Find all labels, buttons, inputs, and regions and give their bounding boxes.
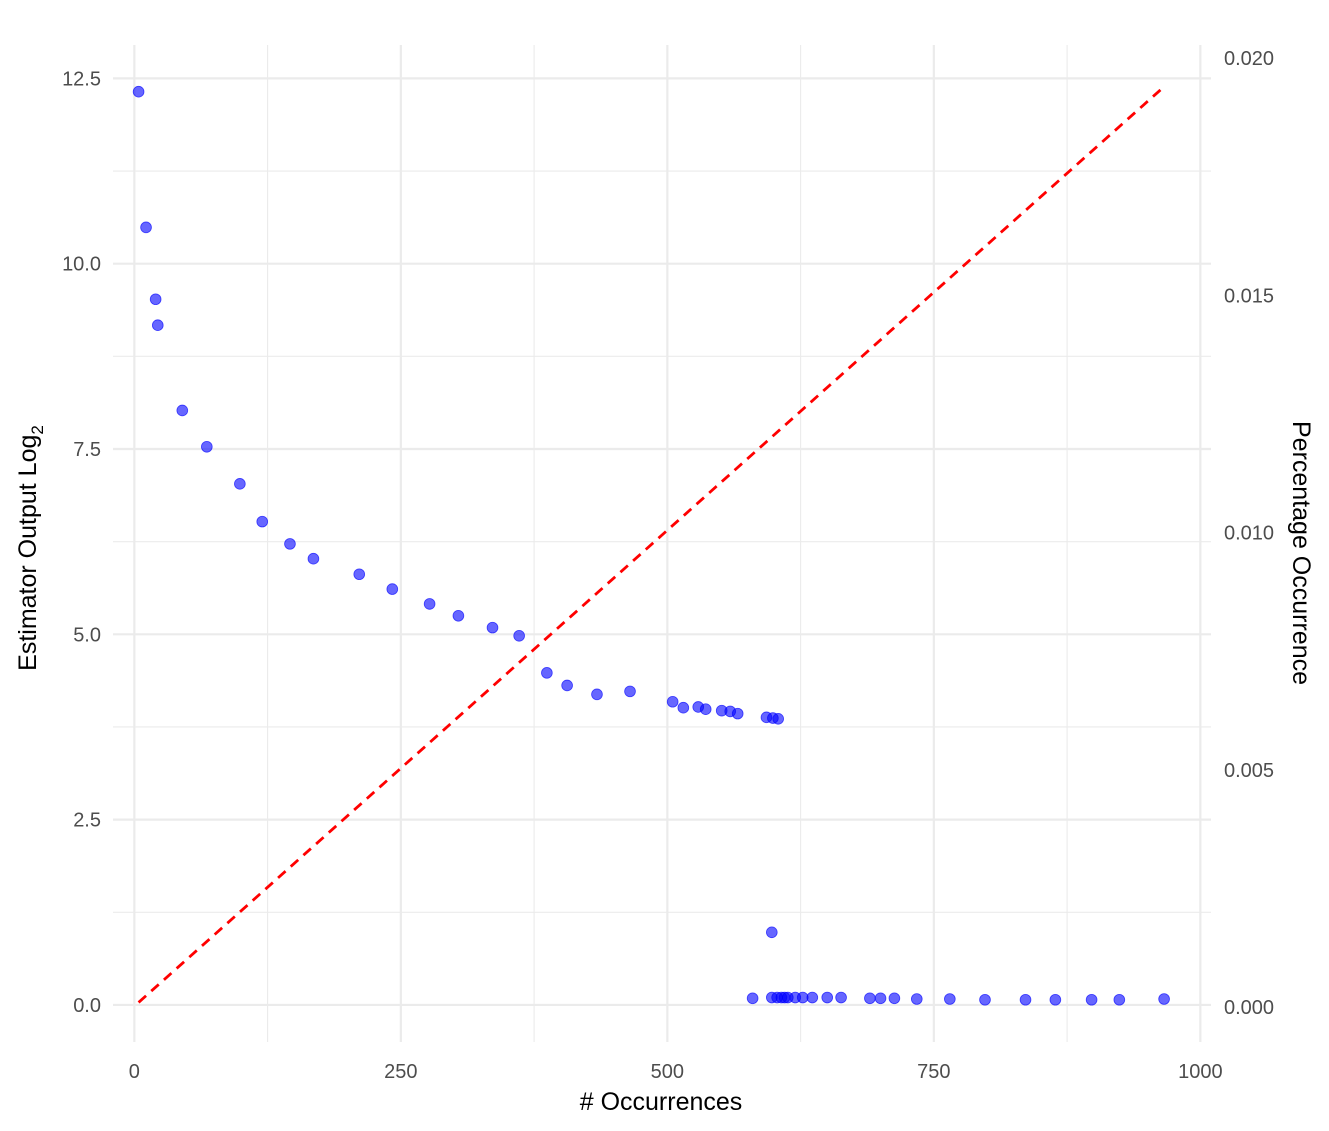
y-tick-label: 5.0	[73, 624, 101, 646]
gridlines	[113, 45, 1211, 1042]
data-point	[944, 993, 956, 1005]
data-point	[888, 992, 901, 1005]
data-point	[835, 991, 847, 1004]
data-point	[513, 629, 525, 642]
data-point	[1113, 993, 1126, 1006]
y2-tick-label: 0.005	[1224, 760, 1274, 782]
data-point	[386, 583, 399, 595]
x-tick-label: 1000	[1178, 1061, 1223, 1083]
y-axis-title-main: Estimator Output Log	[14, 435, 42, 671]
data-point	[796, 991, 809, 1004]
tick-labels: 0 250 500 750 1000 0.0 2.5 5.0 7.5 10.0 12.5 0.000 0…	[62, 48, 1274, 1083]
y2-tick-label: 0.000	[1224, 997, 1274, 1019]
data-point	[1019, 993, 1032, 1006]
data-point	[353, 568, 366, 581]
y2-tick-label: 0.020	[1224, 48, 1274, 70]
data-point	[591, 688, 603, 701]
data-point	[423, 598, 436, 610]
y-axis-title-subscript: 2	[28, 425, 47, 434]
y-tick-label: 7.5	[73, 439, 101, 461]
data-point	[731, 707, 744, 720]
data-point	[910, 993, 923, 1005]
data-point	[864, 992, 876, 1005]
secondary-y-axis-title: Percentage Occurrence	[1287, 421, 1315, 685]
data-point	[677, 701, 690, 714]
reference-line-series	[137, 88, 1162, 1004]
x-tick-label: 500	[651, 1061, 684, 1083]
y2-tick-label: 0.015	[1224, 285, 1274, 307]
data-point	[561, 679, 573, 692]
data-point	[1158, 993, 1170, 1005]
data-point	[772, 713, 784, 725]
data-point	[307, 552, 320, 565]
data-point	[746, 992, 759, 1005]
data-point	[821, 991, 834, 1004]
y2-tick-label: 0.010	[1224, 523, 1274, 545]
data-point	[234, 478, 246, 490]
data-point	[486, 621, 499, 634]
data-point	[132, 85, 145, 98]
data-point	[149, 293, 162, 306]
data-point	[541, 667, 553, 679]
data-point	[176, 404, 189, 417]
y-axis-title: Estimator Output Log2	[14, 425, 47, 671]
data-point	[979, 993, 991, 1006]
data-point	[140, 221, 152, 234]
data-point	[666, 695, 679, 708]
dashed-reference-line	[137, 88, 1162, 1004]
data-point	[284, 538, 296, 550]
data-point	[452, 609, 465, 622]
x-tick-label: 750	[917, 1061, 950, 1083]
y-tick-label: 10.0	[62, 254, 101, 276]
data-point	[874, 992, 887, 1005]
data-point	[1049, 993, 1062, 1006]
data-point	[151, 319, 164, 331]
data-point	[201, 440, 213, 453]
data-point	[256, 515, 269, 528]
data-point	[624, 685, 636, 698]
data-point	[1085, 993, 1098, 1006]
data-point	[765, 926, 778, 939]
x-tick-label: 250	[384, 1061, 417, 1083]
data-point	[699, 703, 712, 715]
y-tick-label: 0.0	[73, 995, 101, 1017]
data-point	[806, 991, 819, 1004]
y-tick-label: 12.5	[62, 68, 101, 90]
x-tick-label: 0	[129, 1061, 140, 1083]
x-axis-title: # Occurrences	[580, 1088, 743, 1116]
y-tick-label: 2.5	[73, 810, 101, 832]
scatter-series	[132, 85, 1170, 1006]
